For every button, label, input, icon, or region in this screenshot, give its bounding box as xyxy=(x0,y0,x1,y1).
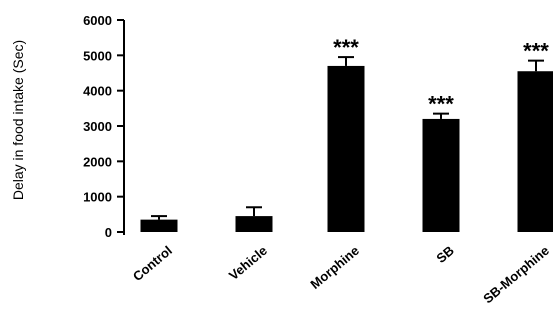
significance-label: *** xyxy=(523,39,549,64)
y-tick-label: 5000 xyxy=(83,48,112,63)
y-tick-label: 6000 xyxy=(83,13,112,28)
bar-vehicle xyxy=(235,216,273,232)
y-tick-label: 0 xyxy=(105,225,112,240)
x-tick-label: SB-Morphine xyxy=(480,243,552,306)
bar-morphine xyxy=(327,65,365,232)
y-ticks: 0 1000 2000 3000 4000 5000 6000 xyxy=(83,13,124,240)
y-tick-label: 3000 xyxy=(83,119,112,134)
significance-label: *** xyxy=(333,35,359,60)
bar-sb xyxy=(422,118,460,232)
bar-control xyxy=(140,219,178,232)
y-tick-label: 4000 xyxy=(83,84,112,99)
x-tick-labels: Control Vehicle Morphine SB SB-Morphine xyxy=(130,243,552,306)
x-tick-label: Morphine xyxy=(307,243,361,292)
x-tick-label: Vehicle xyxy=(226,243,270,283)
y-tick-label: 1000 xyxy=(83,190,112,205)
y-axis: 0 1000 2000 3000 4000 5000 6000 xyxy=(83,13,125,240)
x-tick-label: Control xyxy=(130,243,175,284)
bars: *** *** *** xyxy=(140,35,553,232)
y-tick-label: 2000 xyxy=(83,154,112,169)
bar-sb-morphine xyxy=(517,71,553,232)
significance-label: *** xyxy=(428,92,454,117)
y-axis-title: Delay in food intake (Sec) xyxy=(10,40,26,200)
x-tick-label: SB xyxy=(433,243,456,266)
